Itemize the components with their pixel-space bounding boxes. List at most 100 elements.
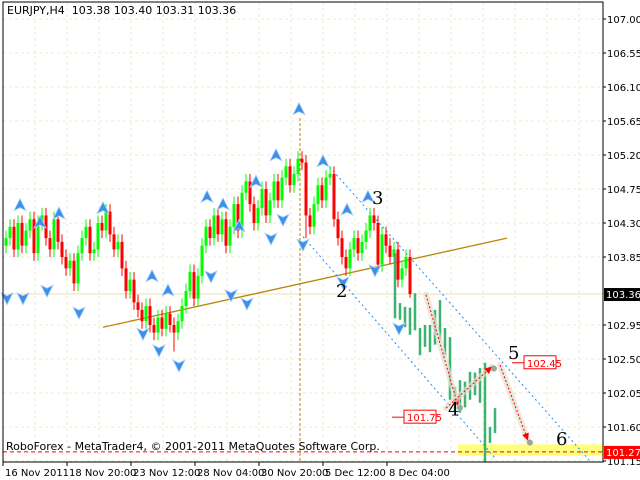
candle-body <box>380 234 384 265</box>
candle-body <box>136 302 140 310</box>
forecast-shadow <box>443 363 495 412</box>
candle-body <box>408 257 412 295</box>
candle-body <box>244 181 248 193</box>
candle-body <box>296 158 300 174</box>
y-tick-label: 106.55 <box>607 49 640 60</box>
plot-frame <box>2 1 604 463</box>
candle-body <box>116 241 120 250</box>
candle-body <box>88 226 92 254</box>
candle-body <box>228 226 232 246</box>
candle-body <box>264 189 268 216</box>
y-tick-label: 105.65 <box>607 117 640 128</box>
fractal-up-arrow-icon <box>52 206 66 220</box>
fractal-down-arrow-icon <box>72 306 86 321</box>
candle-body <box>216 215 220 235</box>
candle-body <box>140 309 144 322</box>
fractal-down-arrow-icon <box>336 276 350 290</box>
forecast-arrow-line <box>425 294 459 406</box>
fractal-down-arrow-icon <box>368 263 382 278</box>
y-tick-label: 104.75 <box>607 185 640 196</box>
candle-body <box>256 207 260 223</box>
ohlc-low: 103.31 <box>155 4 195 17</box>
price-label-text: 101.75 <box>407 413 442 424</box>
candle-body <box>192 272 196 299</box>
candle-body <box>72 260 76 284</box>
candle-body <box>112 234 116 250</box>
fractal-down-arrow-icon <box>240 297 254 311</box>
fractal-down-arrow-icon <box>40 284 54 299</box>
fractal-up-arrow-icon <box>361 189 375 204</box>
candle-body <box>360 241 364 254</box>
candle-body <box>332 173 336 220</box>
wave-label: 4 <box>448 400 459 421</box>
candle-body <box>8 226 12 239</box>
candle-body <box>308 215 312 227</box>
fractal-up-arrow-icon <box>13 197 27 212</box>
forecast-arrowhead-icon <box>522 432 529 441</box>
candle-body <box>248 181 252 205</box>
candle-body <box>84 226 88 239</box>
candle-body <box>316 185 320 205</box>
candle-body <box>180 306 184 322</box>
fractal-up-arrow-icon <box>269 147 283 162</box>
price-label-box <box>523 355 557 370</box>
candle-body <box>104 211 108 231</box>
candle-body <box>92 249 96 254</box>
fractal-down-arrow-icon <box>392 322 406 336</box>
fractal-up-arrow-icon <box>316 153 330 168</box>
fractal-down-arrow-icon <box>136 327 150 342</box>
candle-body <box>132 279 136 303</box>
price-label-text: 102.45 <box>527 359 562 370</box>
candle-body <box>300 158 304 163</box>
candle-body <box>208 226 212 239</box>
candle-body <box>16 223 20 250</box>
fractal-down-arrow-icon <box>152 344 166 358</box>
x-tick-label: 18 Nov 20:00 <box>69 468 136 479</box>
x-tick-label: 30 Nov 20:00 <box>261 468 328 479</box>
current-price-text: 103.36 <box>606 290 640 301</box>
fractal-up-arrow-icon <box>33 215 47 229</box>
fractal-up-arrow-icon <box>232 218 246 233</box>
candle-body <box>324 177 328 201</box>
candle-body <box>32 219 36 254</box>
candle-body <box>108 211 112 235</box>
current-price-tag <box>604 288 640 302</box>
fractal-up-arrow-icon <box>216 196 230 211</box>
fractal-down-arrow-icon <box>16 291 30 306</box>
candle-body <box>328 173 332 178</box>
target-level-text: 101.27 <box>606 448 640 459</box>
candle-body <box>124 268 128 291</box>
candle-body <box>288 166 292 186</box>
y-tick-label: 107.00 <box>607 15 640 26</box>
candle-body <box>312 204 316 227</box>
candle-body <box>344 257 348 269</box>
candle-body <box>236 204 240 231</box>
fractal-up-arrow-icon <box>200 189 214 204</box>
forecast-arrow-line <box>499 364 529 441</box>
candle-body <box>368 215 372 231</box>
candle-body <box>120 241 124 269</box>
candle-body <box>52 219 56 250</box>
x-tick-label: 23 Nov 12:00 <box>133 468 200 479</box>
candle-body <box>400 268 404 280</box>
x-tick-label: 28 Nov 04:00 <box>197 468 264 479</box>
candle-body <box>44 215 48 239</box>
candle-body <box>336 219 340 239</box>
fractal-up-arrow-icon <box>292 101 306 116</box>
candle-body <box>20 223 24 246</box>
symbol-label: EURJPY,H4 <box>7 4 65 17</box>
wave-label: 2 <box>336 281 347 302</box>
candle-body <box>100 223 104 231</box>
fractal-up-arrow-icon <box>161 283 175 297</box>
candle-body <box>148 306 152 325</box>
candle-body <box>56 219 60 242</box>
candle-body <box>152 325 156 333</box>
y-tick-label: 101.15 <box>607 457 640 468</box>
fractal-down-arrow-icon <box>172 359 186 373</box>
candle-body <box>220 219 224 235</box>
candle-body <box>128 279 132 291</box>
candle-body <box>260 189 264 208</box>
target-level-tag <box>604 445 640 459</box>
fractal-down-arrow-icon <box>276 213 290 228</box>
